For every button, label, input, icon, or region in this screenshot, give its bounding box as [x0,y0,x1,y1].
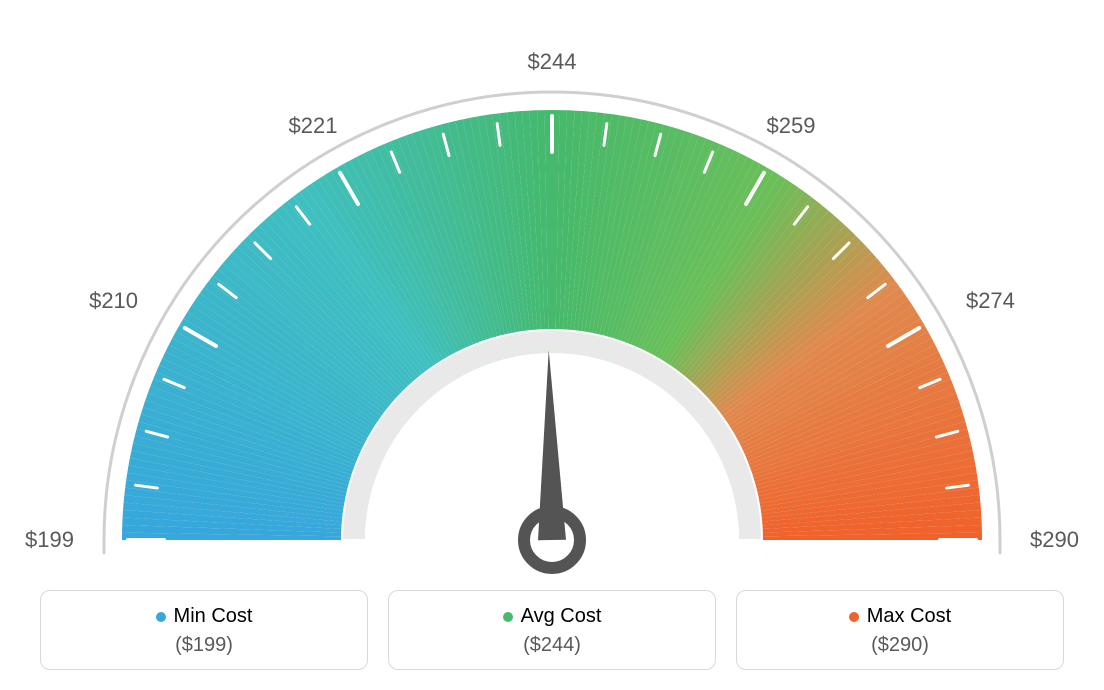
legend-label-min: Min Cost [156,605,253,628]
legend-card-avg: Avg Cost ($244) [388,590,716,670]
legend-label-avg-text: Avg Cost [521,605,602,628]
legend-value-avg: ($244) [389,634,715,657]
legend-card-min: Min Cost ($199) [40,590,368,670]
gauge-area: $199 $210 $221 $244 $259 $274 $290 [0,0,1104,580]
svg-text:$259: $259 [767,113,816,138]
cost-gauge-chart: $199 $210 $221 $244 $259 $274 $290 Min Cost ($… [0,0,1104,690]
legend-dot-max [849,612,859,622]
svg-text:$290: $290 [1030,527,1079,552]
svg-text:$221: $221 [289,113,338,138]
legend-label-max: Max Cost [849,605,951,628]
legend-value-max: ($290) [737,634,1063,657]
svg-text:$244: $244 [528,49,577,74]
legend-label-max-text: Max Cost [867,605,951,628]
legend-label-min-text: Min Cost [174,605,253,628]
legend-label-avg: Avg Cost [503,605,602,628]
svg-text:$210: $210 [89,288,138,313]
svg-text:$274: $274 [966,288,1015,313]
legend-dot-min [156,612,166,622]
legend-dot-avg [503,612,513,622]
svg-text:$199: $199 [25,527,74,552]
legend-row: Min Cost ($199) Avg Cost ($244) Max Cost… [40,590,1064,670]
legend-value-min: ($199) [41,634,367,657]
gauge-svg: $199 $210 $221 $244 $259 $274 $290 [0,0,1104,580]
legend-card-max: Max Cost ($290) [736,590,1064,670]
